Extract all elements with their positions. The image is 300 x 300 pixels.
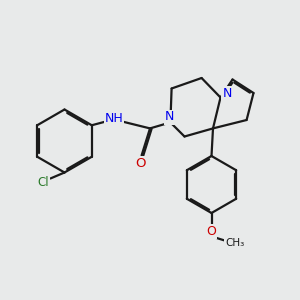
Text: O: O [135,157,145,170]
Text: CH₃: CH₃ [225,238,244,248]
Text: Cl: Cl [38,176,49,190]
Text: N: N [165,110,175,124]
Text: N: N [222,87,232,101]
Text: NH: NH [105,112,123,125]
Text: O: O [207,225,216,238]
